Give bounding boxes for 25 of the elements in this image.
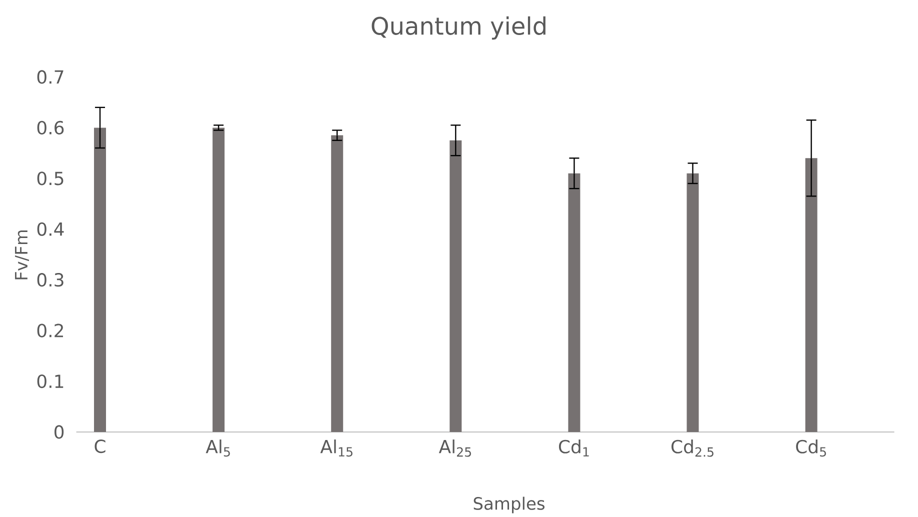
bar bbox=[686, 173, 699, 432]
bar bbox=[805, 158, 818, 432]
bar bbox=[450, 140, 462, 432]
bar bbox=[331, 135, 344, 432]
y-tick-label: 0.7 bbox=[37, 70, 64, 84]
x-tick-label: Cd$_{5}$ bbox=[796, 440, 826, 457]
x-axis-title: Samples bbox=[474, 496, 544, 514]
y-tick-label: 0.4 bbox=[37, 222, 64, 236]
x-tick-label: C bbox=[94, 440, 106, 454]
x-tick-label: Al$_{5}$ bbox=[206, 440, 230, 457]
y-tick-label: 0.6 bbox=[37, 120, 64, 135]
y-tick-label: 0 bbox=[54, 425, 64, 439]
x-tick-label: Cd$_{2.5}$ bbox=[672, 440, 714, 457]
y-tick-label: 0.5 bbox=[37, 172, 64, 186]
bar bbox=[212, 128, 225, 432]
x-tick-label: Al$_{25}$ bbox=[438, 440, 471, 457]
bar bbox=[568, 173, 580, 432]
chart-title: Quantum yield bbox=[372, 16, 546, 40]
y-axis-title: Fv/Fm bbox=[15, 230, 29, 280]
x-tick-label: Al$_{15}$ bbox=[320, 440, 352, 457]
y-tick-label: 0.1 bbox=[37, 374, 64, 388]
y-tick-label: 0.2 bbox=[37, 324, 63, 338]
x-tick-label: Cd$_{1}$ bbox=[558, 440, 589, 456]
y-tick-label: 0.3 bbox=[37, 273, 64, 287]
bar bbox=[94, 128, 106, 432]
